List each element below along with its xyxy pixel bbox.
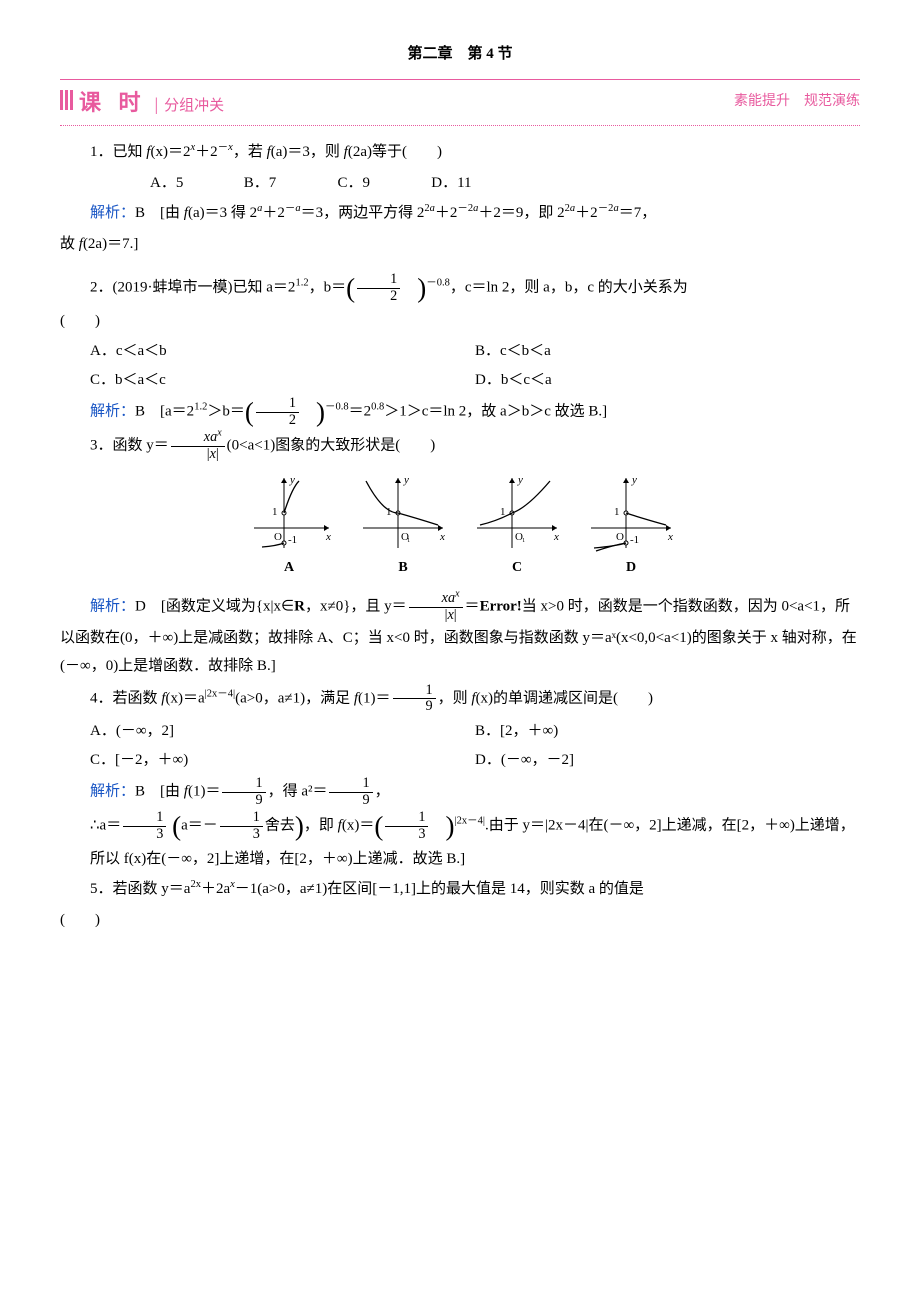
q1-options: A．5 B．7 C．9 D．11 — [90, 169, 860, 198]
svg-text:₁: ₁ — [407, 532, 411, 543]
q4-jiexi-1: 解析：B [由 f(1)＝19，得 a²＝19， — [60, 776, 860, 808]
q1-jiexi: 解析：B [由 f(a)＝3 得 2a＋2－a＝3，两边平方得 22a＋2－2a… — [60, 199, 860, 228]
svg-text:1: 1 — [386, 506, 392, 518]
svg-text:O: O — [274, 531, 282, 543]
svg-text:y: y — [631, 474, 637, 486]
q5-stem: 5．若函数 y＝a2x＋2ax－1(a>0，a≠1)在区间[－1,1]上的最大值… — [60, 875, 860, 904]
q2-opt-c: C．b＜a＜c — [90, 366, 475, 395]
svg-text:-1: -1 — [288, 534, 297, 546]
q2-stem: 2．(2019·蚌埠市一模)已知 a＝21.2，b＝(12 )－0.8，c＝ln… — [60, 272, 860, 304]
q5-paren: ( ) — [60, 906, 860, 935]
q4-opt-d: D．(－∞，－2] — [475, 746, 860, 775]
q3-diagram-a: xy O 1 -1 A — [244, 473, 334, 582]
q2-opt-a: A．c＜a＜b — [90, 337, 475, 366]
graph-c-icon: xy O ₁ 1 — [472, 473, 562, 553]
keshi-label: 课 时 — [79, 82, 147, 124]
svg-text:y: y — [403, 474, 409, 486]
graph-d-icon: x y O 1 -1 — [586, 473, 676, 553]
svg-text:x: x — [325, 531, 331, 543]
q4-opt-b: B．[2，＋∞) — [475, 717, 860, 746]
svg-text:y: y — [517, 474, 523, 486]
q4-jiexi-3: 所以 f(x)在(－∞，2]上递增，在[2，＋∞)上递减．故选 B.] — [60, 845, 860, 874]
jiexi-label: 解析： — [90, 784, 135, 800]
q2-opt-d: D．b＜c＜a — [475, 366, 860, 395]
svg-text:-1: -1 — [630, 534, 639, 546]
q5-number: 5． — [90, 881, 113, 897]
q3-diagram-c: xy O ₁ 1 C — [472, 473, 562, 582]
q1-opt-c: C．9 — [308, 169, 398, 198]
header-left: 课 时 | 分组冲关 — [60, 82, 224, 124]
svg-text:₁: ₁ — [522, 532, 526, 543]
header-right-text: 素能提升 规范演练 — [734, 89, 860, 116]
graph-a-icon: x y O 1 -1 — [244, 473, 334, 553]
svg-text:1: 1 — [272, 506, 278, 518]
q2-paren: ( ) — [60, 307, 860, 336]
q2-jiexi: 解析：B [a＝21.2＞b＝(12 )－0.8＝20.8＞1＞c＝ln 2，故… — [60, 396, 860, 428]
jiexi-label: 解析： — [90, 404, 135, 420]
q1-opt-a: A．5 — [120, 169, 210, 198]
q4-options: A．(－∞，2] B．[2，＋∞) C．[－2，＋∞) D．(－∞，－2] — [90, 717, 860, 774]
accent-bars — [60, 90, 73, 110]
svg-text:x: x — [439, 531, 445, 543]
q4-opt-c: C．[－2，＋∞) — [90, 746, 475, 775]
svg-text:x: x — [667, 531, 673, 543]
q2-opt-b: B．c＜b＜a — [475, 337, 860, 366]
jiexi-label: 解析： — [90, 205, 135, 221]
fenzu-label: 分组冲关 — [164, 92, 224, 121]
q1-jiexi-line2: 故 f(2a)＝7.] — [60, 230, 860, 259]
q1-opt-b: B．7 — [214, 169, 304, 198]
q4-jiexi-2: ∴a＝13 (a＝－13舍去)，即 f(x)＝(13 )|2x－4|.由于 y＝… — [60, 810, 860, 842]
q3-diagram-d: xy O 1 -1 D — [586, 473, 676, 582]
jiexi-label: 解析： — [90, 599, 135, 615]
q2-options: A．c＜a＜b B．c＜b＜a C．b＜a＜c D．b＜c＜a — [90, 337, 860, 394]
q1-opt-d: D．11 — [401, 169, 491, 198]
q3-diagrams: xy O 1 -1 A xy O 1 ₁ B xy O ₁ 1 — [60, 473, 860, 582]
q1-stem: 1．已知 f(x)＝2x＋2－x，若 f(a)＝3，则 f(2a)等于( ) — [60, 138, 860, 167]
q4-stem: 4．若函数 f(x)＝a|2x－4|(a>0，a≠1)，满足 f(1)＝19，则… — [60, 683, 860, 715]
q4-opt-a: A．(－∞，2] — [90, 717, 475, 746]
q1-number: 1． — [90, 144, 113, 160]
chapter-title: 第二章 第 4 节 — [60, 40, 860, 69]
svg-text:1: 1 — [614, 506, 620, 518]
q4-number: 4． — [90, 690, 113, 706]
q3-number: 3． — [90, 438, 113, 454]
graph-b-icon: xy O 1 ₁ — [358, 473, 448, 553]
divider: | — [155, 87, 159, 121]
svg-text:y: y — [289, 474, 295, 486]
q2-number: 2． — [90, 280, 113, 296]
svg-text:x: x — [553, 531, 559, 543]
q3-diagram-b: xy O 1 ₁ B — [358, 473, 448, 582]
q3-jiexi: 解析：D [函数定义域为{x|x∈R，x≠0}，且 y＝xax|x|＝Error… — [60, 591, 860, 680]
section-header-bar: 课 时 | 分组冲关 素能提升 规范演练 — [60, 79, 860, 127]
q3-stem: 3．函数 y＝xax|x|(0<a<1)图象的大致形状是( ) — [60, 430, 860, 462]
svg-text:O: O — [616, 531, 624, 543]
